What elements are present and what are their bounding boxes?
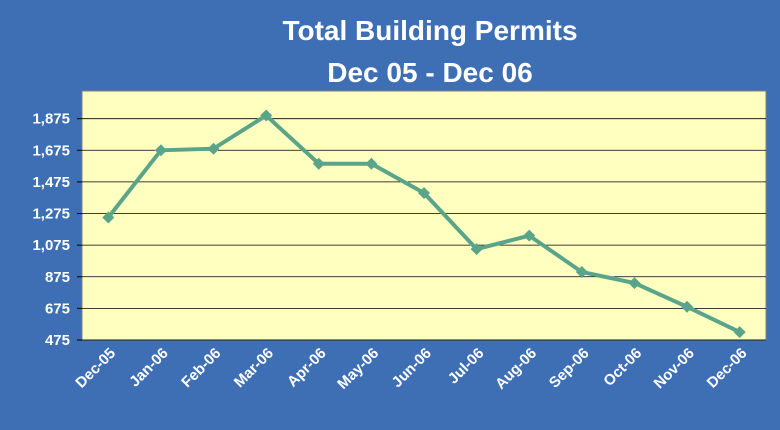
y-tick-label: 675 <box>45 300 70 317</box>
marker <box>733 326 746 339</box>
y-tick-label: 1,475 <box>32 174 70 191</box>
marker <box>418 186 430 199</box>
marker <box>102 211 115 224</box>
chart-subtitle: Dec 05 - Dec 06 <box>327 57 532 88</box>
chart-title: Total Building Permits <box>282 15 577 46</box>
y-tick-label: 1,675 <box>32 142 70 159</box>
plot-area <box>81 90 767 341</box>
marker <box>470 243 483 256</box>
y-tick-label: 1,875 <box>32 111 70 128</box>
marker <box>260 109 273 122</box>
marker <box>681 300 694 313</box>
y-tick-label: 875 <box>45 269 70 286</box>
y-tick-label: 475 <box>45 332 70 349</box>
marker <box>207 142 220 155</box>
marker <box>523 229 536 242</box>
y-tick-label: 1,275 <box>32 206 70 223</box>
marker <box>154 144 167 157</box>
marker <box>312 157 325 170</box>
marker <box>575 266 588 279</box>
marker <box>628 277 641 290</box>
y-tick-label: 1,075 <box>32 237 70 254</box>
marker <box>365 157 378 170</box>
